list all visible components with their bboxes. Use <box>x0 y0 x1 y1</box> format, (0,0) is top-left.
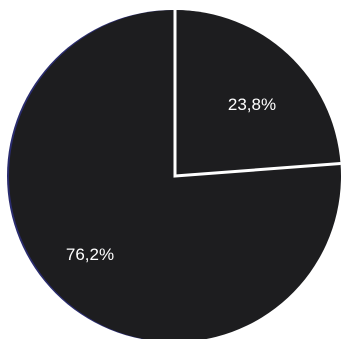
slice-separator <box>173 10 341 178</box>
slice-label-small: 23,8% <box>228 95 276 114</box>
pie-slices <box>7 10 341 339</box>
pie-labels: 23,8% 76,2% <box>66 95 276 264</box>
pie-slice-large <box>9 10 341 339</box>
slice-label-large: 76,2% <box>66 245 114 264</box>
pie-slice-small <box>175 10 341 176</box>
